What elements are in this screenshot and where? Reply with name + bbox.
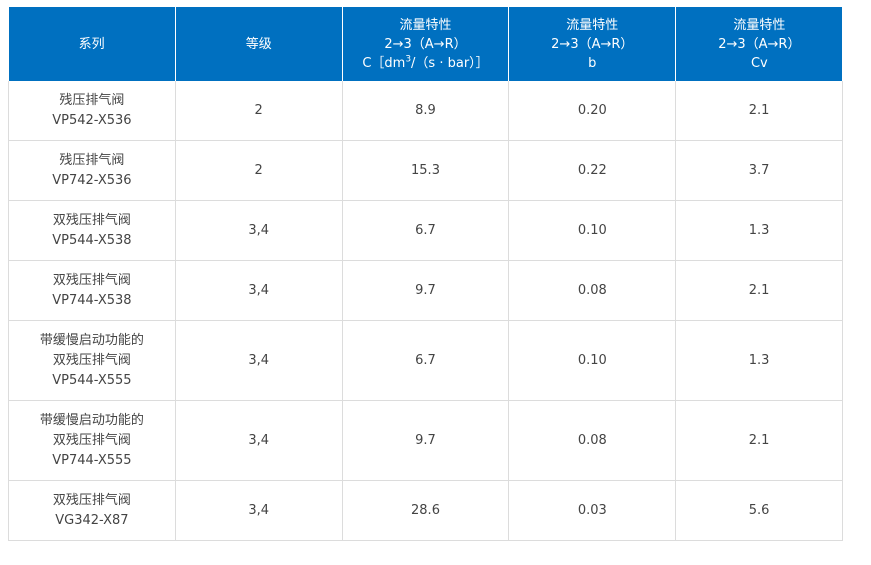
table-row: 残压排气阀 VP742-X536 2 15.3 0.22 3.7 — [8, 140, 843, 201]
cell-c: 9.7 — [342, 400, 510, 481]
cell-b: 0.10 — [508, 200, 677, 261]
cell-grade: 2 — [175, 140, 343, 201]
cell-cv: 2.1 — [675, 400, 843, 481]
table-row: 残压排气阀 VP542-X536 2 8.9 0.20 2.1 — [8, 81, 843, 141]
series-model: VG342-X87 — [55, 512, 129, 528]
cell-cv: 1.3 — [675, 320, 843, 401]
cell-series: 带缓慢启动功能的 双残压排气阀 VP744-X555 — [8, 400, 176, 481]
series-model: VP542-X536 — [52, 112, 132, 128]
cell-grade: 3,4 — [175, 260, 343, 321]
cell-cv: 2.1 — [675, 260, 843, 321]
cell-series: 双残压排气阀 VG342-X87 — [8, 480, 176, 541]
cell-b: 0.03 — [508, 480, 677, 541]
cell-grade: 3,4 — [175, 200, 343, 261]
series-line: 双残压排气阀 — [52, 352, 131, 368]
cell-c: 9.7 — [342, 260, 510, 321]
cell-b: 0.08 — [508, 260, 677, 321]
header-flow-b-line3: b — [588, 55, 597, 71]
header-flow-cv: 流量特性 2→3（A→R） Cv — [675, 7, 843, 81]
header-grade-label: 等级 — [245, 36, 272, 52]
cell-b: 0.10 — [508, 320, 677, 401]
header-flow-c-unit-sup: 3 — [405, 54, 412, 65]
series-line: 双残压排气阀 — [52, 272, 131, 288]
series-model: VP742-X536 — [52, 172, 132, 188]
cell-grade: 2 — [175, 81, 343, 141]
header-flow-c: 流量特性 2→3（A→R） C［dm3/（s · bar）］ — [342, 7, 510, 81]
header-series-label: 系列 — [78, 36, 105, 52]
header-flow-c-line1: 流量特性 — [399, 17, 452, 33]
cell-series: 双残压排气阀 VP544-X538 — [8, 200, 176, 261]
cell-c: 8.9 — [342, 81, 510, 141]
cell-series: 带缓慢启动功能的 双残压排气阀 VP544-X555 — [8, 320, 176, 401]
cell-c: 28.6 — [342, 480, 510, 541]
table-header: 系列 等级 流量特性 2→3（A→R） C［dm3/（s · bar）］ 流量特… — [8, 7, 843, 81]
header-flow-cv-line2: 2→3（A→R） — [718, 36, 801, 52]
table-row: 双残压排气阀 VP544-X538 3,4 6.7 0.10 1.3 — [8, 200, 843, 261]
table-row: 带缓慢启动功能的 双残压排气阀 VP744-X555 3,4 9.7 0.08 … — [8, 400, 843, 481]
cell-cv: 1.3 — [675, 200, 843, 261]
series-line: 双残压排气阀 — [52, 432, 131, 448]
series-line: 残压排气阀 — [59, 152, 125, 168]
cell-c: 15.3 — [342, 140, 510, 201]
header-grade: 等级 — [175, 7, 343, 81]
header-flow-c-line2: 2→3（A→R） — [384, 36, 467, 52]
series-line: 残压排气阀 — [59, 92, 125, 108]
cell-c: 6.7 — [342, 320, 510, 401]
cell-series: 残压排气阀 VP542-X536 — [8, 81, 176, 141]
header-flow-b: 流量特性 2→3（A→R） b — [508, 7, 677, 81]
cell-b: 0.22 — [508, 140, 677, 201]
cell-grade: 3,4 — [175, 320, 343, 401]
cell-series: 残压排气阀 VP742-X536 — [8, 140, 176, 201]
series-line: 带缓慢启动功能的 — [39, 332, 144, 348]
series-model: VP544-X555 — [52, 372, 132, 388]
flow-characteristics-table: 系列 等级 流量特性 2→3（A→R） C［dm3/（s · bar）］ 流量特… — [8, 7, 843, 541]
series-model: VP744-X538 — [52, 292, 132, 308]
series-line: 双残压排气阀 — [52, 212, 131, 228]
cell-c: 6.7 — [342, 200, 510, 261]
header-flow-b-line2: 2→3（A→R） — [551, 36, 634, 52]
table-body: 残压排气阀 VP542-X536 2 8.9 0.20 2.1 残压排气阀 VP… — [8, 81, 843, 541]
table-row: 带缓慢启动功能的 双残压排气阀 VP544-X555 3,4 6.7 0.10 … — [8, 320, 843, 401]
cell-cv: 3.7 — [675, 140, 843, 201]
header-flow-cv-line3: Cv — [750, 55, 768, 71]
cell-b: 0.08 — [508, 400, 677, 481]
table-row: 双残压排气阀 VG342-X87 3,4 28.6 0.03 5.6 — [8, 480, 843, 541]
header-row: 系列 等级 流量特性 2→3（A→R） C［dm3/（s · bar）］ 流量特… — [8, 7, 843, 81]
series-line: 带缓慢启动功能的 — [39, 412, 144, 428]
header-flow-c-unit-post: /（s · bar）］ — [411, 55, 489, 71]
cell-b: 0.20 — [508, 81, 677, 141]
series-model: VP544-X538 — [52, 232, 132, 248]
header-flow-c-unit-pre: C［dm — [362, 55, 406, 71]
header-flow-c-line3: C［dm3/（s · bar）］ — [347, 54, 505, 73]
cell-grade: 3,4 — [175, 400, 343, 481]
cell-cv: 5.6 — [675, 480, 843, 541]
cell-series: 双残压排气阀 VP744-X538 — [8, 260, 176, 321]
header-series: 系列 — [8, 7, 176, 81]
series-model: VP744-X555 — [52, 452, 132, 468]
cell-cv: 2.1 — [675, 81, 843, 141]
series-line: 双残压排气阀 — [52, 492, 131, 508]
table-row: 双残压排气阀 VP744-X538 3,4 9.7 0.08 2.1 — [8, 260, 843, 321]
flow-characteristics-table-container: 系列 等级 流量特性 2→3（A→R） C［dm3/（s · bar）］ 流量特… — [8, 7, 843, 541]
cell-grade: 3,4 — [175, 480, 343, 541]
header-flow-cv-line1: 流量特性 — [733, 17, 786, 33]
header-flow-b-line1: 流量特性 — [566, 17, 619, 33]
